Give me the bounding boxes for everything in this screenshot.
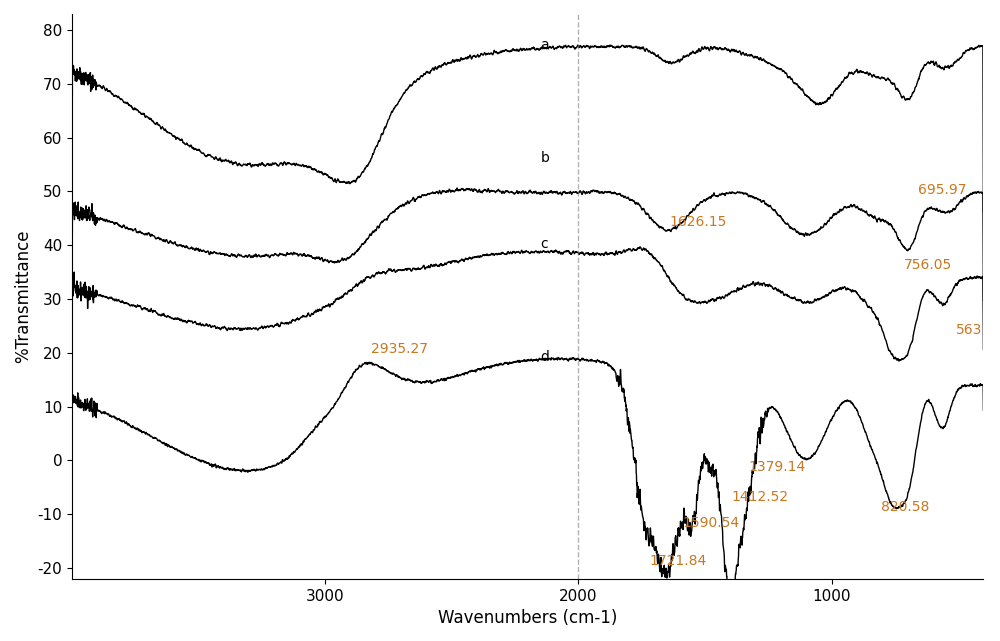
Text: c: c	[540, 237, 548, 251]
Text: 563: 563	[956, 322, 982, 337]
Text: 1721.84: 1721.84	[649, 554, 706, 568]
Text: 1626.15: 1626.15	[669, 215, 727, 229]
Text: 1379.14: 1379.14	[748, 460, 805, 474]
Y-axis label: %Transmittance: %Transmittance	[14, 229, 32, 363]
Text: 1412.52: 1412.52	[731, 490, 789, 504]
Text: 820.58: 820.58	[881, 500, 929, 514]
Text: 2935.27: 2935.27	[371, 342, 428, 356]
Text: a: a	[540, 38, 549, 51]
Text: d: d	[540, 349, 549, 363]
Text: 695.97: 695.97	[918, 183, 966, 197]
Text: 1590.54: 1590.54	[682, 517, 739, 530]
Text: 756.05: 756.05	[904, 258, 952, 272]
Text: b: b	[540, 151, 549, 165]
X-axis label: Wavenumbers (cm-1): Wavenumbers (cm-1)	[438, 609, 617, 627]
